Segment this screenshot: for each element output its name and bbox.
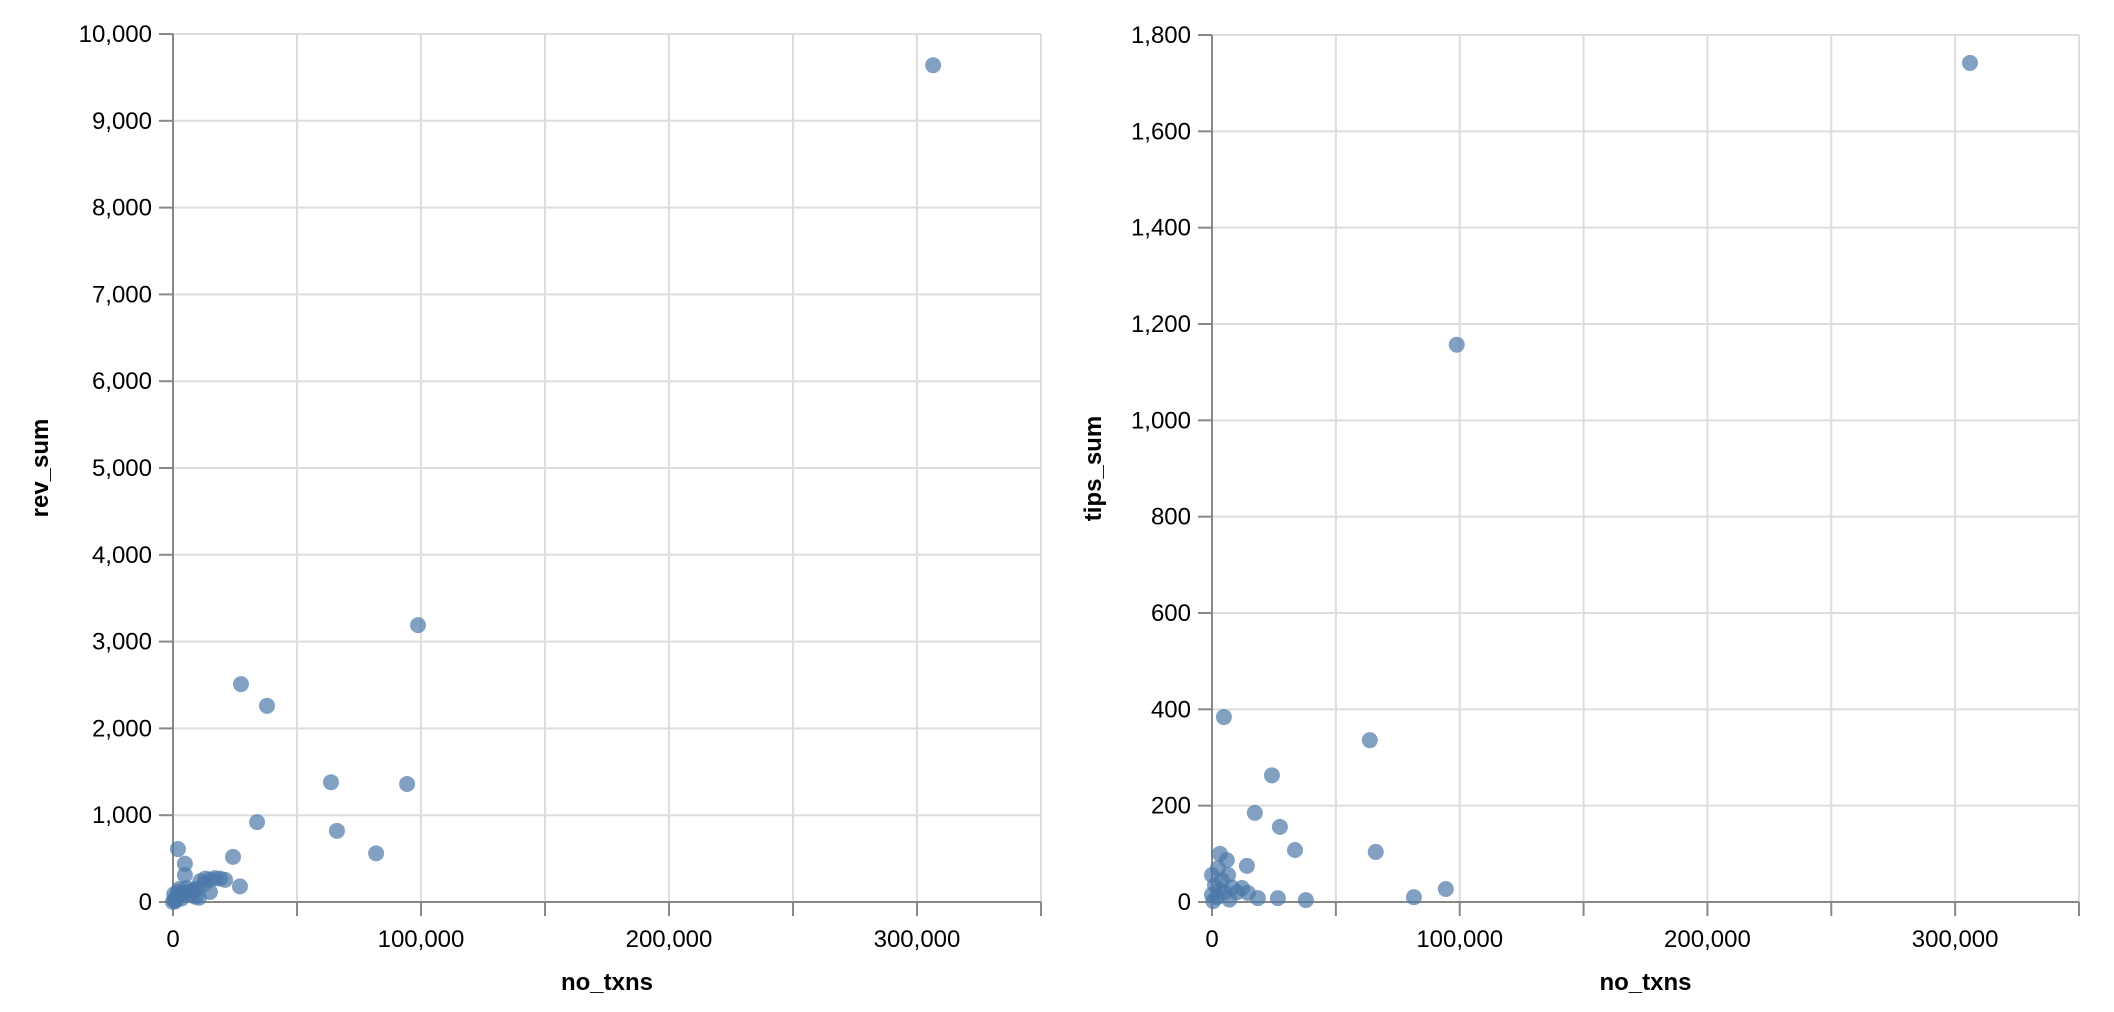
y-tick-label: 2,000: [92, 715, 152, 742]
axes: 0 100,000 200,000 300,000 0 200 400 600 800 1,000…: [1131, 22, 2080, 953]
x-tick-label: 0: [166, 926, 179, 953]
x-tick-label: 100,000: [1416, 926, 1503, 953]
data-point[interactable]: [232, 676, 249, 693]
data-point[interactable]: [249, 814, 266, 831]
data-point[interactable]: [169, 883, 186, 900]
data-points: [1204, 54, 1979, 910]
data-point[interactable]: [1405, 889, 1422, 906]
data-point[interactable]: [1437, 880, 1454, 897]
data-point[interactable]: [191, 889, 208, 906]
y-tick-label: 1,000: [92, 802, 152, 829]
data-point[interactable]: [169, 841, 186, 858]
y-tick-label: 10,000: [79, 21, 152, 48]
data-point[interactable]: [1263, 767, 1280, 784]
data-point[interactable]: [1448, 336, 1465, 353]
y-tick-label: 1,200: [1131, 311, 1191, 338]
x-tick-label: 0: [1205, 926, 1218, 953]
data-point[interactable]: [1249, 890, 1266, 907]
data-point[interactable]: [1297, 892, 1314, 909]
y-tick-label: 600: [1151, 600, 1191, 627]
y-axis-title: rev_sum: [27, 419, 54, 518]
gridlines: [1212, 34, 2080, 902]
gridlines: [173, 33, 1042, 902]
data-point[interactable]: [1367, 843, 1384, 860]
data-point[interactable]: [399, 775, 416, 792]
y-axis-title: tips_sum: [1080, 416, 1107, 521]
y-tick-label: 8,000: [92, 195, 152, 222]
x-tick-label: 200,000: [626, 926, 713, 953]
x-tick-label: 100,000: [378, 926, 465, 953]
data-point[interactable]: [1271, 818, 1288, 835]
data-point[interactable]: [217, 871, 234, 888]
chart-tips-sum: 0 100,000 200,000 300,000 0 200 400 600 800 1,000…: [1080, 22, 2080, 996]
data-point[interactable]: [1221, 891, 1238, 908]
y-tick-label: 9,000: [92, 108, 152, 135]
data-point[interactable]: [1286, 841, 1303, 858]
data-point[interactable]: [1246, 804, 1263, 821]
y-tick-label: 1,600: [1131, 118, 1191, 145]
data-point[interactable]: [176, 855, 193, 872]
data-point[interactable]: [1215, 709, 1232, 726]
y-tick-label: 0: [139, 889, 152, 916]
data-point[interactable]: [1211, 881, 1228, 898]
data-point[interactable]: [368, 845, 385, 862]
x-axis-title: no_txns: [561, 969, 653, 996]
data-point[interactable]: [322, 774, 339, 791]
data-point[interactable]: [231, 878, 248, 895]
data-point[interactable]: [1361, 732, 1378, 749]
data-point[interactable]: [1269, 890, 1286, 907]
data-point[interactable]: [1962, 54, 1979, 71]
x-axis-title: no_txns: [1599, 969, 1691, 996]
y-tick-label: 3,000: [92, 629, 152, 656]
y-tick-label: 0: [1178, 889, 1191, 916]
data-point[interactable]: [410, 617, 427, 634]
x-tick-label: 300,000: [874, 926, 961, 953]
y-tick-label: 1,400: [1131, 215, 1191, 242]
x-tick-label: 200,000: [1664, 926, 1751, 953]
data-points: [165, 57, 942, 910]
y-tick-label: 5,000: [92, 455, 152, 482]
y-tick-label: 1,800: [1131, 22, 1191, 49]
axes: 0 100,000 200,000 300,000 0 1,000 2,000 3,000 4,…: [79, 21, 1042, 953]
data-point[interactable]: [328, 822, 345, 839]
data-point[interactable]: [225, 848, 242, 865]
y-tick-label: 1,000: [1131, 407, 1191, 434]
chart-rev-sum: 0 100,000 200,000 300,000 0 1,000 2,000 3,000 4,…: [27, 21, 1042, 996]
y-tick-label: 7,000: [92, 281, 152, 308]
y-tick-label: 800: [1151, 504, 1191, 531]
data-point[interactable]: [176, 867, 193, 884]
data-point[interactable]: [925, 57, 942, 74]
y-tick-label: 4,000: [92, 542, 152, 569]
data-point[interactable]: [1238, 857, 1255, 874]
x-tick-label: 300,000: [1912, 926, 1999, 953]
y-tick-label: 6,000: [92, 368, 152, 395]
data-point[interactable]: [258, 697, 275, 714]
y-tick-label: 200: [1151, 793, 1191, 820]
y-tick-label: 400: [1151, 696, 1191, 723]
